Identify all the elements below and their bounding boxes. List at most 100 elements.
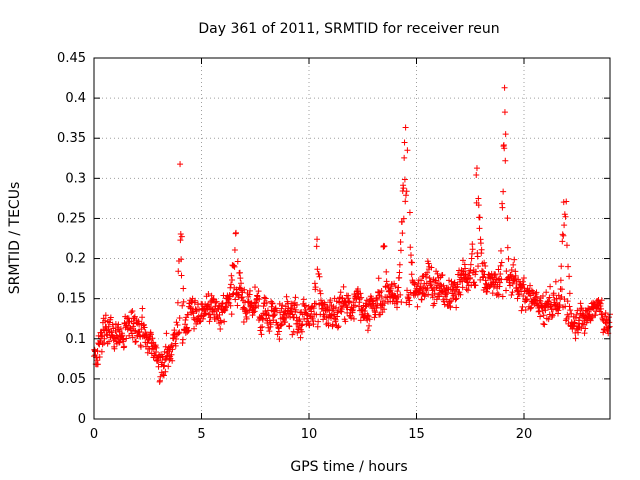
data-point — [597, 300, 604, 307]
data-point — [138, 326, 145, 333]
data-point — [144, 339, 151, 346]
data-point — [112, 327, 119, 334]
data-point — [182, 316, 189, 323]
data-point — [276, 300, 283, 307]
data-point — [445, 277, 452, 284]
data-point — [482, 280, 489, 287]
data-point — [527, 305, 534, 312]
data-point — [116, 339, 123, 346]
data-point — [241, 305, 248, 312]
data-points — [91, 84, 613, 385]
data-point — [503, 287, 510, 294]
data-point — [392, 283, 399, 290]
data-point — [149, 335, 156, 342]
data-point — [314, 266, 321, 273]
data-point — [502, 157, 509, 164]
data-point — [231, 263, 238, 270]
data-point — [406, 209, 413, 216]
data-point — [508, 292, 515, 299]
data-point — [462, 271, 469, 278]
data-point — [371, 305, 378, 312]
data-point — [345, 292, 352, 299]
data-point — [92, 352, 99, 359]
data-point — [251, 308, 258, 315]
data-point — [338, 306, 345, 313]
data-point — [477, 240, 484, 247]
data-point — [572, 335, 579, 342]
data-point — [240, 319, 247, 326]
data-point — [431, 300, 438, 307]
data-point — [300, 296, 307, 303]
data-point — [463, 286, 470, 293]
data-point — [157, 373, 164, 380]
data-point — [221, 318, 228, 325]
plot-frame — [93, 57, 611, 420]
y-tick-label: 0.4 — [65, 91, 86, 106]
data-point — [271, 312, 278, 319]
data-point — [256, 296, 263, 303]
data-point — [282, 318, 289, 325]
data-point — [283, 293, 290, 300]
data-point — [363, 297, 370, 304]
data-point — [560, 232, 567, 239]
data-point — [387, 285, 394, 292]
y-tick-label: 0.2 — [65, 252, 86, 267]
data-point — [306, 322, 313, 329]
data-point — [588, 314, 595, 321]
data-point — [297, 334, 304, 341]
data-point — [132, 328, 139, 335]
data-point — [371, 314, 378, 321]
data-point — [180, 298, 187, 305]
data-point — [605, 324, 612, 331]
data-point — [383, 278, 390, 285]
data-point — [495, 266, 502, 273]
data-point — [409, 259, 416, 266]
data-point — [453, 304, 460, 311]
data-point — [96, 353, 103, 360]
data-point — [568, 310, 575, 317]
data-point — [522, 306, 529, 313]
data-point — [418, 296, 425, 303]
data-point — [174, 321, 181, 328]
data-point — [499, 204, 506, 211]
data-point — [527, 282, 534, 289]
data-point — [229, 291, 236, 298]
data-point — [175, 268, 182, 275]
data-point — [255, 302, 262, 309]
data-point — [600, 329, 607, 336]
data-point — [423, 273, 430, 280]
data-point — [312, 284, 319, 291]
data-point — [451, 287, 458, 294]
data-point — [334, 324, 341, 331]
data-point — [176, 315, 183, 322]
data-point — [497, 270, 504, 277]
data-point — [394, 304, 401, 311]
data-point — [238, 280, 245, 287]
data-point — [523, 296, 530, 303]
data-point — [325, 322, 332, 329]
data-point — [273, 307, 280, 314]
data-point — [102, 317, 109, 324]
data-point — [546, 294, 553, 301]
data-point — [400, 185, 407, 192]
data-point — [503, 268, 510, 275]
data-point — [185, 327, 192, 334]
data-point — [556, 302, 563, 309]
data-point — [545, 316, 552, 323]
data-point — [232, 229, 239, 236]
data-point — [577, 306, 584, 313]
data-point — [459, 284, 466, 291]
data-point — [277, 309, 284, 316]
data-point — [480, 268, 487, 275]
data-point — [520, 293, 527, 300]
data-point — [566, 303, 573, 310]
data-point — [230, 262, 237, 269]
data-point — [352, 302, 359, 309]
data-point — [486, 271, 493, 278]
data-point — [165, 363, 172, 370]
data-point — [99, 332, 106, 339]
data-point — [132, 338, 139, 345]
data-point — [231, 246, 238, 253]
data-point — [399, 230, 406, 237]
